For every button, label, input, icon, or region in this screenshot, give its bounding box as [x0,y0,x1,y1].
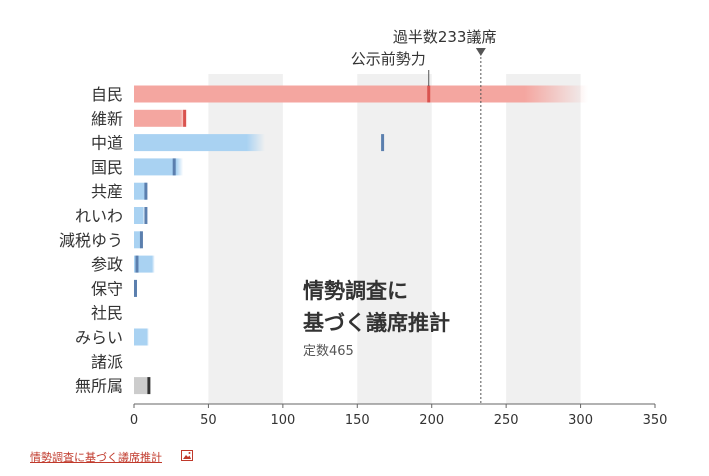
marker-保守 [133,279,137,297]
bar-自民 [134,85,589,103]
x-tick-label-300: 300 [568,413,593,428]
x-tick-label-0: 0 [130,413,138,428]
background-bands [208,74,581,404]
category-label-減税ゆう: 減税ゆう [59,231,123,250]
band-1 [357,74,432,404]
marker-中道 [381,134,385,152]
x-tick-label-150: 150 [345,413,370,428]
bar-参政 [134,255,155,273]
x-tick-label-100: 100 [270,413,295,428]
x-tick-label-250: 250 [494,413,519,428]
marker-国民 [172,158,176,176]
majority-label: 過半数233議席 [393,28,497,46]
x-tick-label-200: 200 [419,413,444,428]
band-0 [208,74,283,404]
category-label-参政: 参政 [91,255,123,274]
bar-共産 [134,182,148,200]
bars [134,85,589,395]
category-label-無所属: 無所属 [75,377,123,396]
marker-参政 [135,255,139,273]
bar-みらい [134,328,149,346]
category-label-中道: 中道 [91,134,123,153]
bar-減税ゆう [134,231,142,249]
pre-election-markers [133,85,431,395]
category-label-保守: 保守 [91,279,123,298]
category-label-維新: 維新 [91,109,123,128]
marker-無所属 [147,377,151,395]
category-label-諸派: 諸派 [91,352,123,371]
chart-subtitle: 定数465 [303,344,354,359]
marker-共産 [144,182,148,200]
bar-維新 [134,109,188,127]
band-2 [506,74,581,404]
category-label-自民: 自民 [91,85,123,104]
category-label-国民: 国民 [91,158,123,177]
x-tick-label-350: 350 [643,413,668,428]
x-tick-label-50: 50 [200,413,217,428]
bar-無所属 [134,377,149,395]
bar-国民 [134,158,184,176]
x-axis: 0 50 100 150 200 250 300 350 [130,403,668,428]
category-label-れいわ: れいわ [75,207,123,226]
bar-れいわ [134,207,145,224]
chart-title-line-1: 情勢調査に [303,279,408,303]
marker-れいわ [144,207,148,224]
marker-自民 [427,85,431,103]
bar-中道 [134,134,265,152]
majority-arrow [475,48,486,56]
image-icon[interactable] [181,450,193,461]
chart-title-line-2: 基づく議席推計 [303,311,450,335]
category-label-社民: 社民 [91,304,123,323]
marker-維新 [183,109,187,127]
category-label-共産: 共産 [91,182,123,201]
caption-link[interactable]: 情勢調査に基づく議席推計 [30,451,162,464]
pre-election-legend-label: 公示前勢力 [351,50,426,68]
category-label-みらい: みらい [75,328,123,347]
chart-title-block: 情勢調査に 基づく議席推計 定数465 [303,279,450,359]
marker-減税ゆう [139,231,143,249]
